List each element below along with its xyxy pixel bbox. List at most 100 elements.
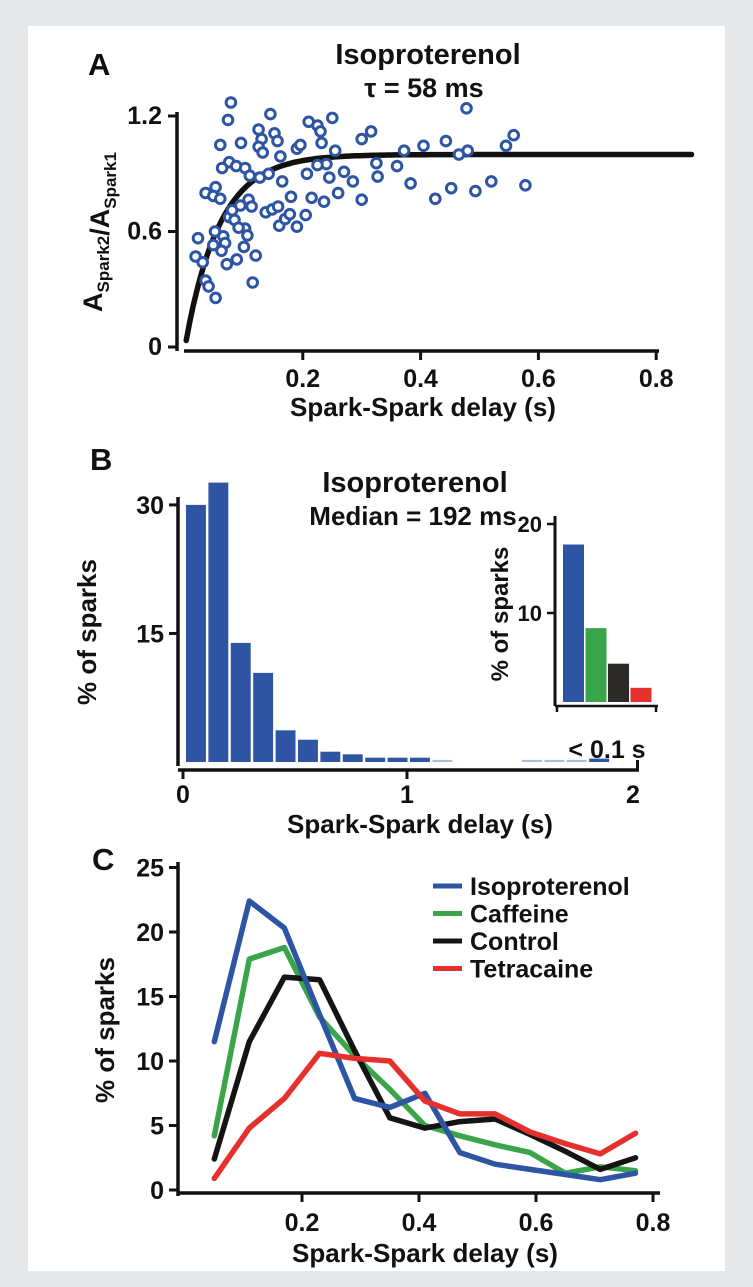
scatter-point	[417, 139, 430, 153]
inset-y-tick-label: 20	[518, 512, 542, 537]
scatter-point	[224, 96, 238, 109]
scatter-point	[355, 132, 369, 146]
y-tick-label: 20	[136, 919, 164, 947]
scatter-point	[444, 181, 458, 195]
series-line-tetracaine	[211, 1050, 639, 1182]
panel-b-title: Isoproterenol	[322, 467, 507, 499]
scatter-point	[305, 191, 318, 205]
x-tick-label: 0.8	[639, 365, 674, 393]
x-tick-label: 0.6	[519, 1209, 554, 1237]
scatter-point	[364, 125, 378, 138]
scatter-point	[214, 138, 227, 152]
histogram-bar	[208, 482, 229, 762]
scatter-point	[300, 167, 314, 181]
scatter-point	[221, 113, 235, 127]
scatter-point	[196, 256, 209, 269]
scatter-point	[290, 220, 304, 233]
histogram-bar	[544, 759, 565, 762]
scatter-point	[317, 195, 331, 208]
histogram-bar	[365, 757, 386, 762]
scatter-point	[241, 229, 254, 242]
scatter-point	[331, 186, 345, 200]
x-axis-title: Spark-Spark delay (s)	[290, 392, 556, 422]
histogram-bar	[342, 754, 363, 762]
scatter-point	[519, 179, 532, 192]
scatter-point	[234, 199, 247, 212]
y-tick-label: 15	[136, 620, 164, 648]
scatter-point	[208, 225, 222, 238]
scatter-point	[397, 144, 411, 157]
y-tick-label: 0.6	[127, 218, 162, 246]
legend-label: Tetracaine	[470, 956, 593, 984]
inset-bar	[608, 663, 629, 702]
figure-white-panel: A Isoproterenol τ = 58 ms 0 0.6 1.2 0.2 0.4 0.6 0…	[28, 26, 725, 1271]
panel-a-label: A	[88, 47, 110, 82]
scatter-point	[243, 169, 257, 182]
scatter-point	[245, 200, 258, 213]
histogram-bar	[387, 757, 408, 762]
scatter-point	[202, 280, 215, 293]
inset-x-axis-title: < 0.1 s	[568, 736, 645, 764]
panel-c-label: C	[92, 842, 114, 877]
scatter-point	[371, 170, 384, 183]
legend-label: Control	[470, 928, 559, 956]
scatter-point	[271, 134, 284, 148]
histogram-bar	[253, 672, 274, 762]
x-tick-label: 0.8	[636, 1209, 671, 1237]
scatter-point	[404, 177, 417, 190]
histogram-bar	[589, 758, 610, 762]
x-tick-label: 0.4	[403, 365, 438, 393]
scatter-point	[215, 161, 229, 175]
scatter-point	[337, 165, 351, 179]
scatter-point	[370, 156, 383, 170]
scatter-point	[207, 238, 220, 252]
histogram-bar	[432, 759, 453, 762]
x-tick-label: 1	[400, 781, 414, 809]
scatter-point	[429, 192, 442, 206]
scatter-point	[249, 249, 262, 262]
panel-a-title: Isoproterenol	[335, 39, 520, 71]
histogram-bar	[522, 759, 542, 762]
histogram-bars	[186, 482, 610, 762]
y-tick-label: 0	[148, 333, 162, 361]
panel-a-subtitle: τ = 58 ms	[364, 73, 483, 103]
histogram-bar	[230, 642, 251, 762]
histogram-bar	[275, 730, 296, 762]
x-tick-label: 2	[626, 781, 640, 809]
scatter-point	[284, 190, 298, 204]
scatter-point	[215, 244, 228, 258]
y-tick-label: 15	[136, 984, 164, 1012]
scatter-point	[232, 221, 245, 234]
panel-b-label: B	[90, 442, 112, 477]
scatter-point	[315, 136, 328, 150]
scatter-point	[469, 184, 482, 198]
scatter-point	[390, 159, 404, 173]
scatter-point	[346, 175, 360, 188]
scatter-point	[246, 276, 259, 289]
panel-b-subtitle: Median = 192 ms	[309, 501, 516, 531]
series-line-isoproterenol	[211, 898, 639, 1183]
scatter-point	[191, 231, 205, 245]
scatter-point	[461, 144, 475, 157]
x-tick-label: 0.4	[402, 1209, 437, 1237]
scatter-point	[507, 128, 521, 142]
x-tick-label: 0.6	[521, 365, 556, 393]
inset-bars	[563, 544, 652, 702]
y-axis-title: % of sparks	[90, 957, 120, 1103]
scatter-point	[230, 253, 244, 266]
scatter-point	[220, 257, 234, 271]
inset-bar	[585, 628, 607, 702]
scatter-point	[326, 111, 339, 125]
scatter-point	[314, 125, 327, 138]
scatter-point	[328, 144, 342, 157]
histogram-bar	[186, 504, 206, 762]
scatter-point	[299, 208, 313, 222]
y-axis-title: % of sparks	[72, 559, 102, 705]
y-tick-label: 5	[150, 1113, 164, 1141]
scatter-point	[256, 146, 270, 159]
x-tick-label: 0.2	[285, 1209, 320, 1237]
scatter-point	[237, 240, 251, 254]
y-tick-label: 0	[150, 1177, 164, 1205]
scatter-point	[499, 139, 513, 153]
